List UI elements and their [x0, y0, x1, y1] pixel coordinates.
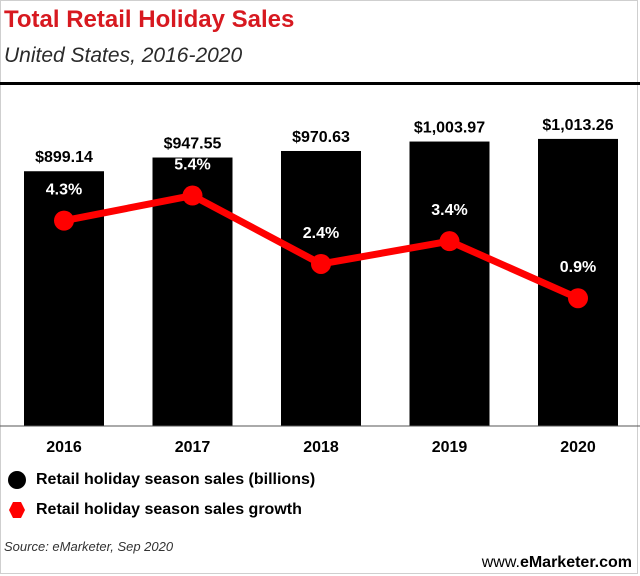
brand-prefix: www.: [481, 554, 520, 571]
bar-2020: [538, 138, 618, 426]
chart-subtitle: United States, 2016-2020: [4, 44, 243, 67]
bar-2016: [24, 171, 104, 426]
bar-value-label-2019: $1,003.97: [414, 120, 485, 137]
growth-value-label-2019: 3.4%: [431, 202, 467, 219]
bar-value-label-2020: $1,013.26: [542, 117, 613, 134]
x-tick-label-2017: 2017: [175, 439, 211, 456]
growth-point-2020: [568, 288, 588, 309]
growth-point-2017: [182, 185, 203, 206]
growth-point-2018: [311, 253, 331, 274]
legend-item-sales: Retail holiday season sales (billions): [8, 468, 528, 492]
growth-point-2019: [439, 231, 460, 252]
growth-value-label-2017: 5.4%: [174, 157, 210, 174]
growth-value-label-2020: 0.9%: [560, 259, 596, 276]
legend-item-growth: Retail holiday season sales growth: [8, 498, 528, 522]
legend-hexagon-icon: [9, 502, 25, 518]
growth-value-label-2016: 4.3%: [46, 182, 82, 199]
legend-circle-icon: [8, 471, 26, 489]
brand-watermark: www.eMarketer.com: [482, 554, 632, 572]
bar-2019: [409, 141, 490, 426]
brand-name: eMarketer: [519, 554, 595, 571]
bar-value-label-2017: $947.55: [164, 136, 222, 153]
growth-point-2016: [54, 210, 74, 231]
bar-value-label-2016: $899.14: [35, 149, 93, 166]
x-tick-label-2018: 2018: [303, 439, 339, 456]
x-tick-label-2019: 2019: [432, 439, 468, 456]
source-note: Source: eMarketer, Sep 2020: [4, 539, 174, 554]
bar-2018: [281, 150, 361, 426]
bar-value-label-2018: $970.63: [292, 129, 350, 146]
brand-suffix: .com: [594, 554, 632, 571]
x-tick-label-2020: 2020: [560, 439, 596, 456]
legend-label-sales: Retail holiday season sales (billions): [36, 471, 316, 488]
header-divider: [0, 82, 640, 85]
chart-title: Total Retail Holiday Sales: [4, 6, 295, 33]
growth-value-label-2018: 2.4%: [303, 225, 339, 242]
chart-plot: $899.14 $947.55 $970.63 $1,003.97 $1,013.26 4…: [0, 117, 640, 456]
x-tick-label-2016: 2016: [46, 439, 82, 456]
legend-label-growth: Retail holiday season sales growth: [36, 501, 302, 518]
